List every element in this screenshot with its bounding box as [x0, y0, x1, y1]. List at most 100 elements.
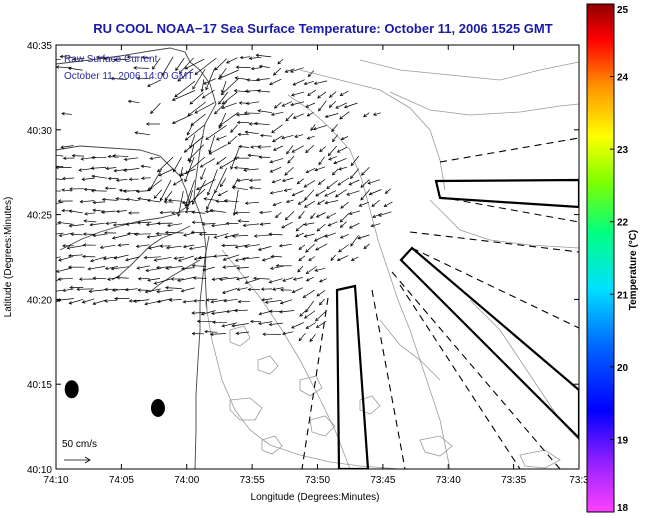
current-vector [156, 289, 173, 294]
y-tick-label: 40:15 [27, 380, 52, 391]
current-vector [88, 289, 107, 294]
current-vector [171, 90, 195, 101]
current-vector [370, 223, 381, 228]
current-vector [319, 146, 327, 153]
current-vector [226, 57, 238, 64]
current-vector [237, 219, 250, 223]
current-vector [144, 300, 163, 306]
current-vector [303, 310, 316, 319]
current-vector [232, 189, 239, 217]
current-vector [126, 231, 140, 236]
lane-dash [399, 284, 521, 469]
current-vector [233, 156, 250, 160]
current-vector [360, 167, 370, 176]
current-vector [83, 219, 97, 223]
current-vector [62, 288, 74, 293]
current-vector [57, 199, 73, 203]
current-vector [259, 133, 273, 138]
current-vector [302, 289, 315, 299]
current-vector [153, 278, 171, 285]
current-vector [112, 154, 129, 158]
y-tick-label: 40:10 [27, 465, 52, 476]
current-vector [239, 55, 251, 60]
current-vector [259, 222, 271, 226]
current-vector [273, 102, 282, 109]
current-vector [191, 264, 207, 268]
current-vector [306, 112, 314, 117]
current-vector [338, 166, 348, 171]
current-vector [336, 146, 348, 153]
current-vector [87, 266, 106, 271]
current-vector [223, 199, 239, 203]
current-vector [235, 331, 250, 335]
current-vector [90, 166, 106, 170]
current-vector [238, 144, 250, 149]
colorbar-tick-label: 19 [617, 435, 629, 446]
current-vector [191, 180, 206, 205]
current-vector [315, 189, 326, 197]
buoy-marker [150, 398, 165, 417]
current-vector [67, 66, 83, 71]
current-vector [192, 276, 207, 280]
current-vector [100, 210, 116, 214]
current-vector [156, 221, 173, 226]
current-vector [332, 134, 338, 143]
current-vector [182, 244, 195, 249]
current-vector [181, 200, 194, 205]
current-vector [329, 91, 337, 98]
current-vector [161, 56, 174, 77]
current-vector [249, 319, 262, 324]
current-vector [305, 243, 315, 253]
current-vector [243, 111, 260, 115]
current-vector [220, 178, 227, 188]
current-vector [247, 287, 260, 292]
current-vector [367, 179, 381, 185]
current-vector [113, 58, 130, 62]
y-tick-label: 40:30 [27, 126, 52, 137]
current-vector [303, 80, 314, 86]
current-vector [165, 265, 183, 270]
current-vector [284, 167, 294, 176]
current-vector [61, 111, 73, 116]
current-vector [105, 166, 117, 171]
current-vector [257, 246, 272, 251]
current-vector [235, 113, 250, 117]
current-vector [210, 311, 227, 316]
current-vector [201, 89, 215, 99]
current-vector [136, 265, 151, 270]
current-vector [219, 156, 240, 169]
current-vector [275, 211, 282, 219]
current-vector [350, 234, 359, 247]
current-vector [184, 156, 195, 183]
current-vector [378, 211, 392, 217]
current-vector [175, 57, 185, 72]
x-axis-label: Longitude (Degrees:Minutes) [251, 492, 380, 503]
current-vector [143, 255, 162, 260]
current-vector [330, 254, 336, 261]
current-vector [92, 299, 107, 306]
current-vector [137, 288, 151, 292]
current-vector [313, 234, 328, 242]
y-axis-ticks: 40:10 40:15 40:20 40:25 40:30 40:35 [27, 41, 579, 476]
colorbar-tick-label: 24 [617, 73, 629, 84]
current-vector [373, 112, 381, 116]
current-vector [236, 287, 248, 292]
current-vector [197, 255, 216, 260]
current-vector [167, 223, 182, 228]
current-vector [83, 187, 96, 192]
current-vector [194, 102, 215, 114]
plot-area [56, 45, 579, 469]
current-vector [234, 244, 250, 249]
current-vector [172, 178, 184, 186]
current-vector [189, 92, 204, 105]
current-vector [173, 256, 185, 260]
current-vector [202, 266, 215, 272]
current-vector [279, 299, 293, 305]
current-vector [168, 198, 184, 203]
current-vector [61, 176, 75, 181]
current-vector [363, 112, 370, 118]
current-vector [310, 212, 316, 220]
current-vector [244, 244, 260, 249]
current-vector [155, 231, 172, 236]
current-vector [117, 243, 130, 247]
